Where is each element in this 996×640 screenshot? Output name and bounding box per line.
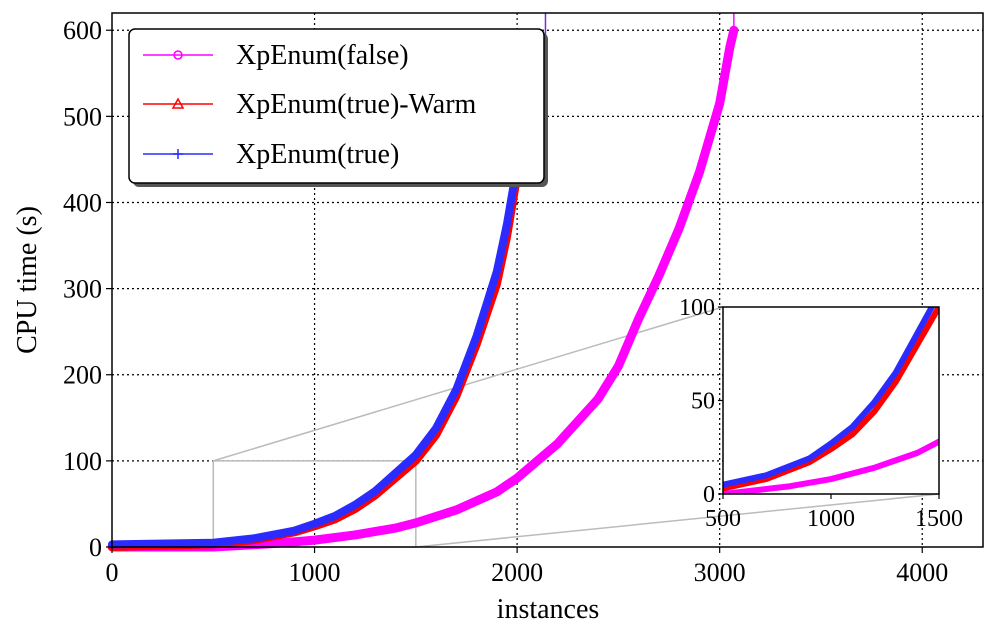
x-axis-label: instances: [497, 594, 600, 625]
plot-frame: [111, 12, 984, 548]
y-tick-label: 0: [89, 533, 102, 562]
legend-marker-circle: [173, 50, 183, 60]
legend: XpEnum(false) XpEnum(true)-Warm XpEnum(t…: [128, 28, 548, 187]
legend-marker-triangle: [171, 97, 185, 109]
inset-x-tick-label: 1000: [807, 506, 855, 532]
x-tick-label: 3000: [694, 558, 746, 587]
inset-y-tick-label: 50: [691, 389, 715, 415]
series-line-2: [108, 172, 520, 549]
inset-series-line-0: [723, 438, 939, 494]
legend-label-true: XpEnum(true): [236, 139, 399, 170]
inset-x-tick-label: 500: [705, 506, 741, 532]
zoom-connector-bottom: [415, 493, 940, 548]
x-tick-label: 0: [106, 558, 119, 587]
x-tick-label: 1000: [289, 558, 341, 587]
zoom-connector-top: [213, 306, 724, 462]
y-tick-label: 100: [63, 447, 102, 476]
y-tick-label: 400: [63, 188, 102, 217]
legend-label-warm: XpEnum(true)-Warm: [236, 89, 477, 120]
inset-y-tick-label: 0: [703, 482, 715, 508]
series-lines: [107, 13, 739, 552]
inset-axis-ticks: 500 1000 1500 0 50 100: [679, 295, 963, 532]
series-line-1: [108, 172, 522, 551]
inset-background: [723, 307, 939, 494]
y-tick-label: 600: [63, 16, 102, 45]
legend-label-false: XpEnum(false): [236, 40, 409, 71]
inset-series-line-1: [723, 307, 939, 492]
y-tick-label: 300: [63, 275, 102, 304]
legend-box: [128, 28, 545, 184]
inset-y-tick-label: 100: [679, 295, 715, 321]
inset-series-line-2: [723, 307, 936, 488]
inset-x-tick-label: 1500: [915, 506, 963, 532]
y-tick-label: 500: [63, 102, 102, 131]
legend-marker-plus: [173, 149, 183, 159]
inset-series-group: [723, 307, 939, 494]
y-tick-label: 200: [63, 361, 102, 390]
x-tick-label: 4000: [896, 558, 948, 587]
x-tick-label: 2000: [491, 558, 543, 587]
inset-panel: 500 1000 1500 0 50 100: [679, 295, 963, 532]
inset-series-lines: [723, 307, 939, 494]
y-axis-label: CPU time (s): [12, 206, 43, 354]
series-line-0: [107, 25, 739, 552]
